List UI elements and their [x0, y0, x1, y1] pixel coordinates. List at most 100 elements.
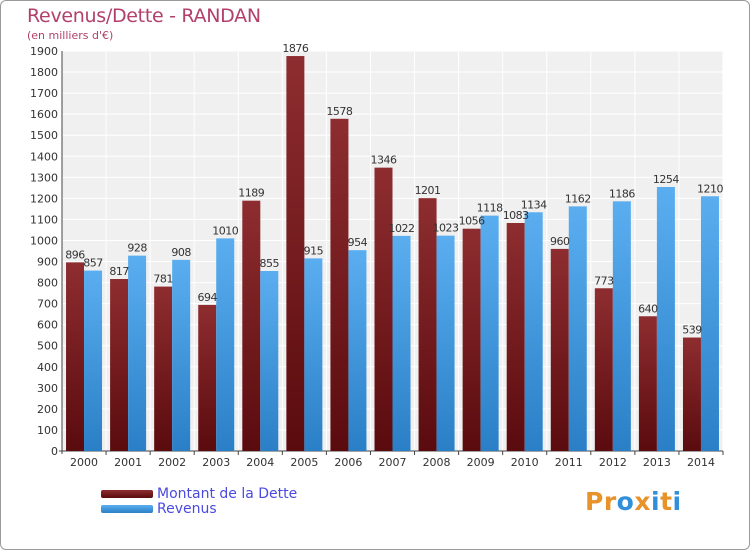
bar-revenus: [700, 196, 719, 451]
data-label: 1083: [503, 209, 529, 222]
bar-dette: [418, 198, 437, 451]
bar-dette: [198, 304, 217, 451]
y-tick-label: 1100: [30, 213, 58, 226]
bar-dette: [242, 200, 261, 451]
data-label: 1254: [653, 173, 679, 186]
bar-revenus: [84, 270, 103, 451]
x-tick-label: 2012: [599, 456, 627, 469]
bar-revenus: [216, 238, 235, 451]
data-label: 960: [550, 235, 570, 248]
data-label: 855: [260, 257, 280, 270]
y-tick-label: 1300: [30, 171, 58, 184]
x-tick-label: 2006: [334, 456, 362, 469]
logo-letter: o: [616, 487, 635, 516]
data-label: 1118: [477, 202, 503, 215]
y-tick-label: 1800: [30, 66, 58, 79]
legend-swatch-debt: [101, 490, 153, 498]
y-tick-label: 600: [37, 319, 58, 332]
data-label: 1189: [238, 187, 264, 200]
y-tick-label: 200: [37, 403, 58, 416]
x-tick-label: 2005: [290, 456, 318, 469]
data-label: 915: [304, 244, 324, 257]
label-layer: 896 817 781 694 1189 1876 1578 1346 1201 1056 1083…: [65, 42, 724, 337]
bar-revenus: [656, 187, 675, 451]
bar-revenus: [436, 235, 455, 451]
logo-letter: P: [585, 487, 604, 516]
data-label: 1876: [282, 42, 308, 55]
bar-revenus: [348, 250, 367, 451]
bar-dette: [638, 316, 657, 451]
data-label: 1010: [212, 224, 238, 237]
legend-label-debt: Montant de la Dette: [157, 486, 298, 502]
data-label: 896: [65, 248, 85, 261]
bar-revenus: [480, 215, 499, 451]
axis-layer: 0 100 200 300 400 500 600 700 800 900 1000 1100 1200…: [30, 45, 724, 469]
data-label: 694: [197, 291, 217, 304]
bar-dette: [374, 167, 393, 451]
logo-letter: i: [651, 487, 661, 516]
data-label: 1201: [415, 184, 441, 197]
y-tick-label: 1200: [30, 192, 58, 205]
logo-letter: x: [634, 487, 651, 516]
bar-revenus: [568, 206, 587, 451]
data-label: 1210: [697, 182, 723, 195]
x-tick-label: 2000: [70, 456, 98, 469]
chart-subtitle: (en milliers d'€): [27, 29, 114, 42]
x-tick-label: 2009: [467, 456, 495, 469]
bar-dette: [550, 248, 569, 451]
y-tick-label: 300: [37, 382, 58, 395]
legend-item-revenus: Revenus: [101, 501, 361, 518]
bar-dette: [506, 223, 525, 451]
data-label: 1022: [389, 222, 415, 235]
bar-dette: [66, 262, 85, 451]
legend-item-debt: Montant de la Dette: [101, 486, 361, 503]
bar-dette: [110, 279, 129, 451]
proxiti-logo: Proxiti: [585, 487, 682, 516]
x-tick-label: 2002: [158, 456, 186, 469]
x-tick-label: 2013: [643, 456, 671, 469]
y-tick-label: 1500: [30, 129, 58, 142]
y-tick-label: 500: [37, 340, 58, 353]
data-label: 1056: [459, 215, 485, 228]
x-tick-label: 2014: [687, 456, 715, 469]
y-tick-label: 1900: [30, 45, 58, 58]
bar-dette: [682, 337, 701, 451]
y-tick-label: 100: [37, 424, 58, 437]
chart-title: Revenus/Dette - RANDAN: [27, 5, 261, 27]
y-tick-label: 1700: [30, 87, 58, 100]
data-label: 640: [638, 302, 658, 315]
bar-layer: [66, 56, 719, 451]
logo-letter: t: [660, 487, 673, 516]
bar-revenus: [260, 271, 279, 451]
data-label: 954: [348, 236, 368, 249]
legend-swatch-revenus: [101, 505, 153, 513]
x-tick-label: 2004: [246, 456, 274, 469]
bar-revenus: [304, 258, 323, 451]
data-label: 539: [682, 324, 702, 337]
data-label: 1162: [565, 192, 591, 205]
y-tick-label: 800: [37, 277, 58, 290]
data-label: 1134: [521, 198, 547, 211]
data-label: 817: [109, 265, 129, 278]
y-tick-label: 1400: [30, 150, 58, 163]
bar-revenus: [392, 235, 411, 451]
data-label: 781: [153, 273, 173, 286]
x-tick-label: 2001: [114, 456, 142, 469]
logo-letter: r: [603, 487, 617, 516]
data-label: 857: [83, 257, 103, 270]
y-tick-label: 700: [37, 298, 58, 311]
bar-dette: [330, 118, 349, 451]
y-tick-label: 1600: [30, 108, 58, 121]
bar-revenus: [128, 255, 147, 451]
legend-label-revenus: Revenus: [157, 501, 217, 517]
data-label: 1578: [326, 105, 352, 118]
y-tick-label: 900: [37, 256, 58, 269]
x-tick-label: 2008: [423, 456, 451, 469]
data-label: 1346: [371, 154, 397, 167]
x-tick-label: 2011: [555, 456, 583, 469]
bar-dette: [286, 56, 305, 451]
bar-dette: [594, 288, 613, 451]
bar-revenus: [524, 212, 543, 451]
